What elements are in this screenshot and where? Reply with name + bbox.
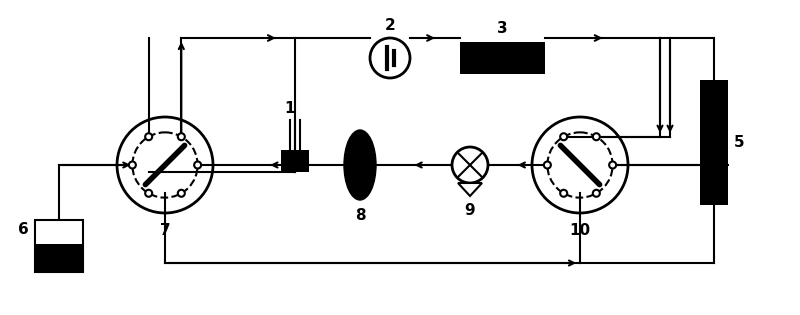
Text: 6: 6: [18, 222, 29, 238]
Text: 9: 9: [465, 203, 475, 218]
Bar: [700, 80, 728, 205]
Bar: [460, 42, 545, 74]
Circle shape: [129, 162, 136, 169]
Text: 3: 3: [497, 21, 508, 36]
Ellipse shape: [344, 130, 376, 200]
Circle shape: [609, 162, 616, 169]
Circle shape: [145, 190, 152, 197]
Text: 5: 5: [734, 135, 745, 150]
Circle shape: [178, 190, 185, 197]
Circle shape: [544, 162, 551, 169]
Text: 7: 7: [160, 223, 170, 238]
Text: 8: 8: [354, 208, 366, 223]
Circle shape: [452, 147, 488, 183]
Text: 2: 2: [385, 18, 395, 33]
Bar: [35, 244, 83, 272]
Circle shape: [593, 133, 600, 140]
Circle shape: [145, 133, 152, 140]
Bar: [281, 150, 309, 172]
Circle shape: [593, 190, 600, 197]
Circle shape: [178, 133, 185, 140]
Circle shape: [560, 133, 567, 140]
Text: 1: 1: [285, 101, 295, 116]
Text: 10: 10: [570, 223, 590, 238]
Polygon shape: [458, 183, 482, 196]
Circle shape: [560, 190, 567, 197]
Bar: [35, 220, 83, 272]
Circle shape: [194, 162, 201, 169]
